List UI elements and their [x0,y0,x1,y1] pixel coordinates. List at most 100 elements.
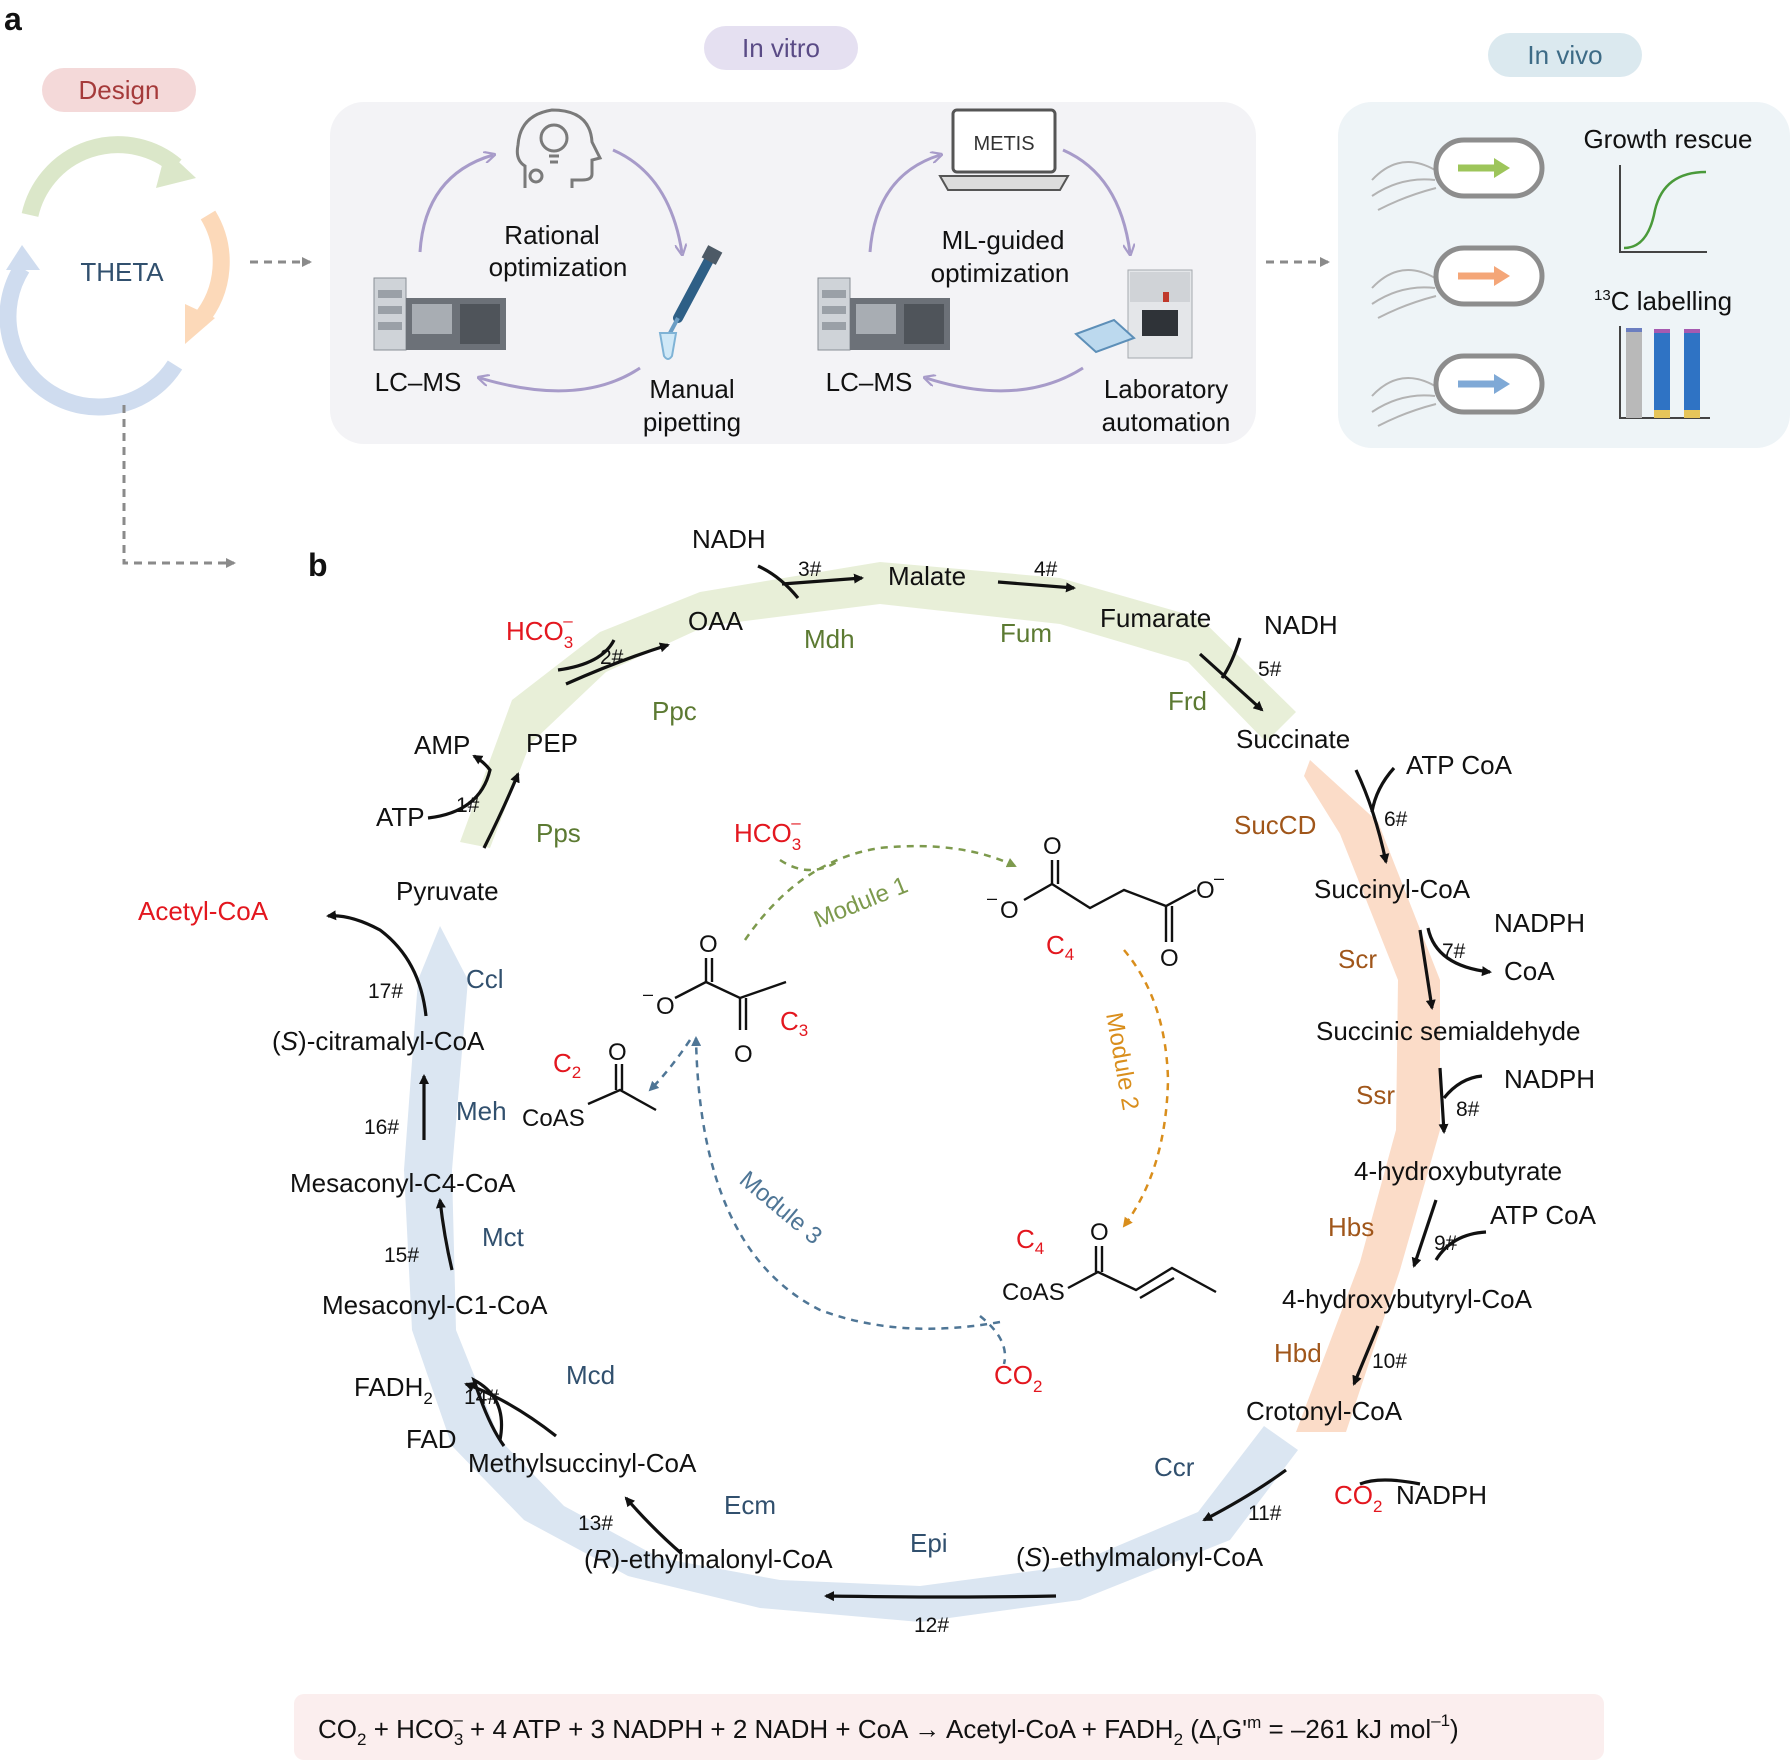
co2-text: CO [1334,1480,1373,1510]
step-7: 7# [1442,940,1466,963]
equation-box [294,1694,1604,1760]
eq-value: = –261 kJ mol [1261,1714,1431,1744]
in-vivo-badge-bg [1488,33,1642,77]
eq-hco3-sub: 3 [454,1730,463,1749]
metabolite-succinyl-coa: Succinyl-CoA [1314,874,1471,904]
lcms-label: LC–MS [375,367,462,397]
metabolite-labels: Pyruvate PEP OAA Malate Fumarate Succina… [272,561,1580,1574]
enzyme-ccr: Ccr [1154,1452,1195,1482]
step-6: 6# [1384,808,1408,831]
step-11: 11# [1248,1502,1282,1525]
enzyme-scr: Scr [1338,944,1377,974]
metabolite-r-ethylmalonyl: (R)-ethylmalonyl-CoA [584,1544,833,1574]
band-orange [1296,760,1440,1432]
cofactor-hco3: HCO3 – [506,611,573,652]
bacterium-icon-2 [1371,245,1545,319]
cofactor-fad: FAD [406,1424,457,1454]
metabolite-s-ethylmalonyl: (S)-ethylmalonyl-CoA [1016,1542,1264,1572]
metabolite-4hb: 4-hydroxybutyrate [1354,1156,1562,1186]
cofactor-co2: CO2 [1334,1480,1382,1516]
lcms-label-2: LC–MS [826,367,913,397]
c4-c: C [1016,1224,1035,1254]
step-12: 12# [914,1614,949,1637]
eq-m-sup: m [1247,1713,1261,1732]
cofactor-atp: ATP [376,802,425,832]
c3-sub: 3 [799,1021,808,1040]
step-2: 2# [600,646,624,669]
metabolite-mesaconyl-c4: Mesaconyl-C4-CoA [290,1168,516,1198]
module1-hco3-feed [779,858,841,872]
metabolite-pep: PEP [526,728,578,758]
growth-curve-icon [1619,165,1707,253]
microplate-icon [1074,318,1136,354]
step-1: 1# [456,794,480,817]
enzyme-ecm: Ecm [724,1490,776,1520]
module3-label: Module 3 [734,1166,827,1250]
c4-c: C [1046,930,1065,960]
module1-arrow [743,844,1017,941]
atom-coas: CoAS [1002,1279,1065,1306]
step-15: 15# [384,1244,419,1267]
atom-o: O [1043,833,1062,860]
labelling-text: C labelling [1611,286,1732,316]
atom-o: O [734,1041,753,1068]
cofactor-atp-coa-1: ATP CoA [1406,750,1513,780]
cofactor-nadh-2: NADH [1264,610,1338,640]
c4-label-crotonyl: C4 [1016,1224,1044,1258]
enzyme-pps: Pps [536,818,581,848]
eq-g: G' [1222,1714,1247,1744]
ml-line1: ML-guided [942,225,1065,255]
in-vitro-badge-bg [704,26,858,70]
eq-middle: + 4 ATP + 3 NADPH + 2 NADH + CoA → Acety… [463,1714,1174,1744]
pipette-icon [658,245,723,360]
eq-exp: –1 [1431,1711,1450,1730]
lcms-instrument-icon [373,277,506,351]
enzyme-ccl: Ccl [466,964,504,994]
cofactor-nadph-2: NADPH [1504,1064,1595,1094]
s-citramalyl-text: -citramalyl-CoA [307,1026,485,1056]
eq-r-sub: r [1216,1730,1222,1749]
atom-o: O [699,931,718,958]
step-14: 14# [464,1386,499,1409]
eq-fadh-sub: 2 [1174,1730,1183,1749]
eq-hco3-sup: – [453,1710,463,1729]
s-ethylmalonyl-text: -ethylmalonyl-CoA [1051,1542,1264,1572]
cofactor-nadph-1: NADPH [1494,908,1585,938]
net-equation: CO2 + HCO3– + 4 ATP + 3 NADPH + 2 NADH +… [318,1710,1459,1749]
labelling-bars-icon [1619,326,1710,419]
cofactor-fadh2: FADH2 [354,1372,433,1408]
hco3-sup: – [563,611,573,630]
c2-c: C [553,1048,572,1078]
s-italic: S [1025,1542,1043,1572]
enzyme-labels: Pps Ppc Mdh Fum Frd SucCD Scr Ssr Hbs Hb… [456,618,1395,1558]
co2-text: CO [994,1360,1033,1390]
enzyme-ssr: Ssr [1356,1080,1395,1110]
metabolite-mesaconyl-c1: Mesaconyl-C1-CoA [322,1290,548,1320]
enzyme-fum: Fum [1000,618,1052,648]
hco3-sub: 3 [564,633,573,652]
eq-co2-sub: 2 [357,1730,366,1749]
metabolite-malate: Malate [888,561,966,591]
pyruvate-structure [674,958,787,1030]
metabolite-pyruvate: Pyruvate [396,876,499,906]
bacterium-icon-3 [1371,353,1545,427]
atom-coas: CoAS [522,1105,585,1132]
module2-label: Module 2 [1100,1010,1144,1112]
head-lightbulb-icon [515,108,603,188]
rational-cycle-arrows [418,148,682,393]
fadh-text: FADH [354,1372,423,1402]
metabolite-oaa: OAA [688,606,744,636]
labelling-superscript: 13 [1594,287,1611,304]
succinate-structure [1023,860,1197,942]
module1-label: Module 1 [810,872,912,934]
band-green [460,562,1296,848]
cofactor-amp: AMP [414,730,470,760]
metabolite-fumarate: Fumarate [1100,603,1211,633]
co2-sub: 2 [1373,1497,1382,1516]
atom-o: O [656,993,675,1020]
metabolite-succinate: Succinate [1236,724,1350,754]
step-10: 10# [1372,1350,1407,1373]
metabolite-4hb-coa: 4-hydroxybutyryl-CoA [1282,1284,1533,1314]
s-italic: S [281,1026,299,1056]
c4-sub: 4 [1035,1239,1044,1258]
